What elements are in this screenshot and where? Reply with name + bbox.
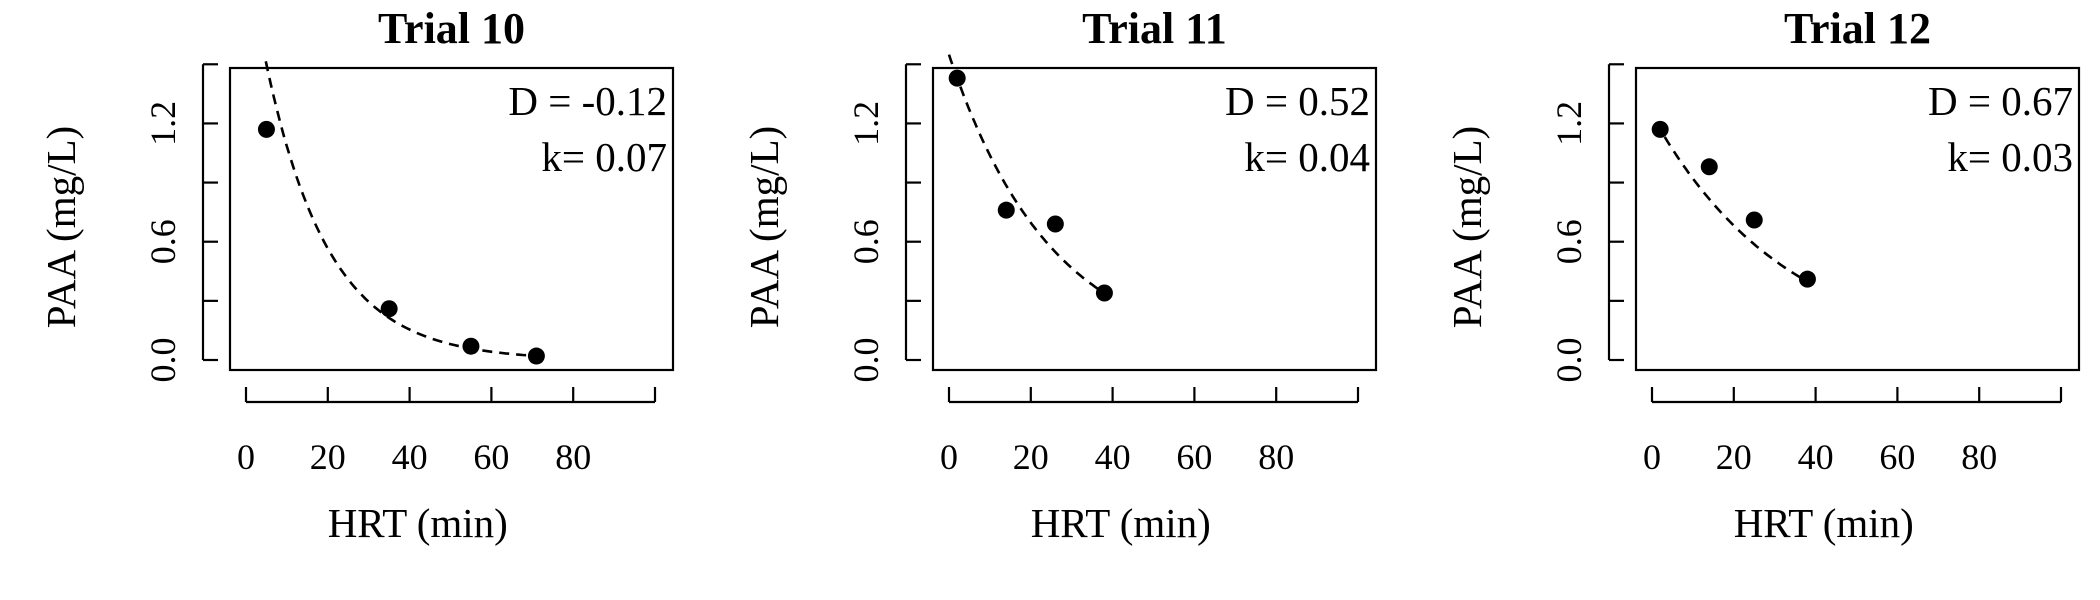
- annotation-k: k= 0.03: [1947, 134, 2073, 180]
- data-point: [948, 69, 966, 87]
- x-tick-label: 0: [1643, 437, 1661, 477]
- y-axis-label: PAA (mg/L): [38, 126, 84, 328]
- y-tick-label: 0.6: [143, 219, 183, 264]
- annotation-d: D = 0.52: [1225, 78, 1370, 124]
- data-point: [380, 300, 398, 318]
- panel-2: Trial 11 0 20 40 60 80 HRT (min) 0.0 0.6 1.2 PAA (…: [741, 4, 1378, 546]
- x-tick-label: 60: [473, 437, 509, 477]
- plot-frame: [931, 66, 1378, 372]
- panel-title: Trial 11: [1082, 4, 1227, 53]
- data-point: [462, 337, 480, 355]
- data-point: [1700, 158, 1718, 176]
- data-point: [997, 201, 1015, 219]
- plot-frame: [1634, 66, 2081, 372]
- x-axis-label: HRT (min): [1031, 500, 1211, 546]
- y-axis-label: PAA (mg/L): [1444, 126, 1490, 328]
- y-tick-label: 1.2: [1549, 101, 1589, 146]
- data-point: [527, 347, 545, 365]
- x-tick-label: 40: [1798, 437, 1834, 477]
- x-tick-label: 40: [392, 437, 428, 477]
- panel-title: Trial 10: [378, 4, 525, 53]
- y-axis-label: PAA (mg/L): [741, 126, 787, 328]
- panel-title: Trial 12: [1784, 4, 1931, 53]
- x-tick-label: 20: [1013, 437, 1049, 477]
- annotation-d: D = 0.67: [1928, 78, 2073, 124]
- fit-curve: [1654, 121, 1809, 283]
- x-tick-label: 40: [1095, 437, 1131, 477]
- data-point: [1651, 120, 1669, 138]
- x-axis-label: HRT (min): [1734, 500, 1914, 546]
- annotation-k: k= 0.07: [541, 134, 667, 180]
- x-tick-label: 60: [1176, 437, 1212, 477]
- data-point: [1745, 211, 1763, 229]
- x-tick-label: 80: [555, 437, 591, 477]
- x-tick-label: 20: [1716, 437, 1752, 477]
- y-tick-label: 0.0: [1549, 338, 1589, 383]
- x-tick-label: 80: [1961, 437, 1997, 477]
- panel-1: Trial 10 0 20 40 60 80 HRT (min) 0.0 0.6 1.2 PAA (…: [38, 4, 675, 546]
- x-tick-label: 0: [237, 437, 255, 477]
- fit-curve: [947, 54, 1106, 295]
- x-tick-label: 60: [1879, 437, 1915, 477]
- annotation-k: k= 0.04: [1244, 134, 1370, 180]
- fit-curve: [264, 61, 537, 358]
- y-tick-label: 1.2: [846, 101, 886, 146]
- y-tick-label: 0.6: [1549, 219, 1589, 264]
- plot-frame: [228, 66, 675, 372]
- data-point: [257, 120, 275, 138]
- data-point: [1046, 215, 1064, 233]
- x-axis-label: HRT (min): [328, 500, 508, 546]
- y-tick-label: 0.6: [846, 219, 886, 264]
- panel-3: Trial 12 0 20 40 60 80 HRT (min) 0.0 0.6 1.2 PAA (…: [1444, 4, 2081, 546]
- annotation-d: D = -0.12: [508, 78, 667, 124]
- x-tick-label: 80: [1258, 437, 1294, 477]
- y-tick-label: 1.2: [143, 101, 183, 146]
- data-point: [1798, 270, 1816, 288]
- data-point: [1095, 284, 1113, 302]
- x-tick-label: 0: [940, 437, 958, 477]
- x-tick-label: 20: [310, 437, 346, 477]
- y-tick-label: 0.0: [143, 338, 183, 383]
- y-tick-label: 0.0: [846, 338, 886, 383]
